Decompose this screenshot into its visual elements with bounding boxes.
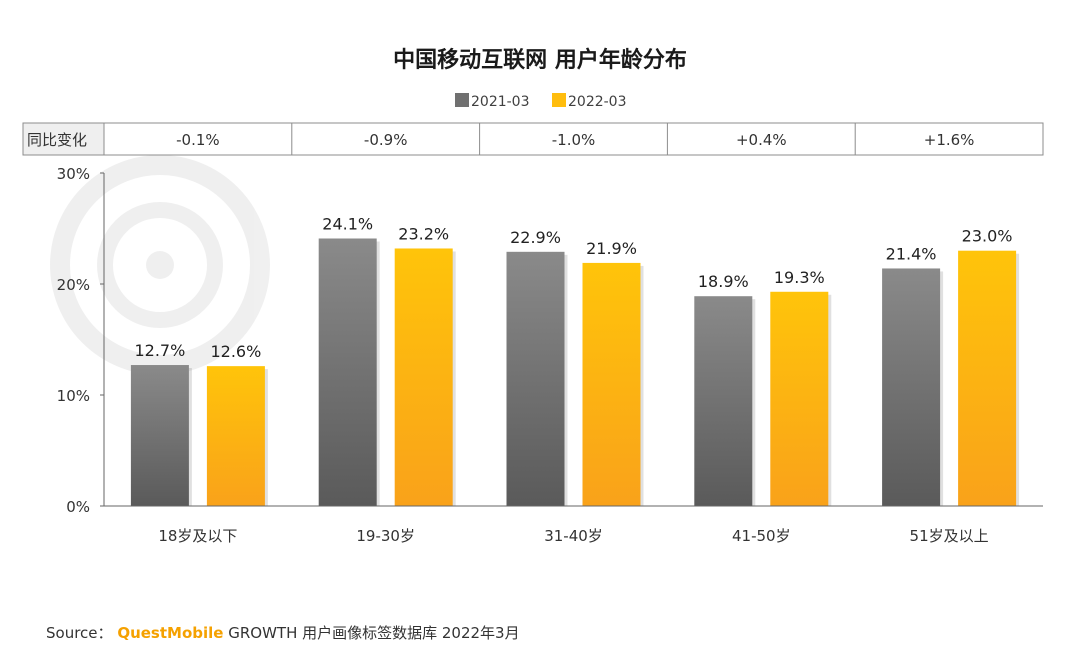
yoy-row-label-cell bbox=[22, 122, 105, 156]
legend-swatch-2021 bbox=[455, 93, 469, 107]
y-axis: 0% 10% 20% 30% bbox=[57, 165, 105, 516]
y-tick-label: 10% bbox=[57, 387, 90, 405]
y-tick-label: 30% bbox=[57, 165, 90, 183]
bar-2022 bbox=[958, 250, 1017, 506]
yoy-value: -0.9% bbox=[364, 131, 408, 149]
data-label-2022: 21.9% bbox=[586, 239, 637, 258]
data-label-2021: 18.9% bbox=[698, 272, 749, 291]
data-label-2022: 19.3% bbox=[774, 268, 825, 287]
legend-label-2022: 2022-03 bbox=[568, 94, 627, 110]
data-label-2021: 12.7% bbox=[134, 341, 185, 360]
data-label-2021: 22.9% bbox=[510, 228, 561, 247]
chart-title: 中国移动互联网 用户年龄分布 bbox=[393, 47, 687, 73]
yoy-value: +0.4% bbox=[736, 131, 787, 149]
bar-2021 bbox=[694, 296, 753, 506]
bar-2022 bbox=[394, 248, 453, 507]
bar-2021 bbox=[318, 238, 377, 507]
y-tick-label: 0% bbox=[66, 498, 90, 516]
source-brand: QuestMobile bbox=[117, 624, 224, 642]
legend: 2021-03 2022-03 bbox=[455, 93, 627, 110]
bars: 12.7% 12.6% 24.1% 23.2% 22.9% 21.9% 18.9% 19.3%… bbox=[130, 214, 1020, 507]
legend-label-2021: 2021-03 bbox=[471, 94, 530, 110]
legend-swatch-2022 bbox=[552, 93, 566, 107]
source-suffix: GROWTH 用户画像标签数据库 2022年3月 bbox=[223, 624, 520, 642]
x-category-label: 19-30岁 bbox=[356, 527, 415, 545]
bar-2022 bbox=[582, 262, 641, 506]
data-label-2021: 21.4% bbox=[886, 244, 937, 263]
source-note: Source： QuestMobile GROWTH 用户画像标签数据库 202… bbox=[46, 622, 520, 643]
x-axis: 18岁及以下 19-30岁 31-40岁 41-50岁 51岁及以上 bbox=[104, 505, 1043, 545]
bar-2022 bbox=[770, 291, 829, 506]
x-category-label: 41-50岁 bbox=[732, 527, 791, 545]
yoy-value: -0.1% bbox=[176, 131, 220, 149]
bar-2021 bbox=[882, 268, 941, 506]
x-category-label: 18岁及以下 bbox=[158, 527, 237, 545]
bar-2021 bbox=[130, 365, 189, 506]
yoy-value: +1.6% bbox=[924, 131, 975, 149]
data-label-2022: 23.2% bbox=[398, 224, 449, 243]
data-label-2021: 24.1% bbox=[322, 214, 373, 233]
y-tick-label: 20% bbox=[57, 276, 90, 294]
source-prefix: Source： bbox=[46, 624, 113, 642]
yoy-row-label: 同比变化 bbox=[27, 131, 87, 149]
yoy-value: -1.0% bbox=[552, 131, 596, 149]
bar-2022 bbox=[206, 366, 265, 506]
yoy-change-table: 同比变化 -0.1% -0.9% -1.0% +0.4% +1.6% bbox=[22, 122, 1044, 156]
watermark bbox=[50, 155, 270, 375]
x-category-label: 31-40岁 bbox=[544, 527, 603, 545]
data-label-2022: 23.0% bbox=[962, 227, 1013, 246]
x-category-label: 51岁及以上 bbox=[910, 527, 989, 545]
bar-2021 bbox=[506, 251, 565, 506]
data-label-2022: 12.6% bbox=[210, 342, 261, 361]
